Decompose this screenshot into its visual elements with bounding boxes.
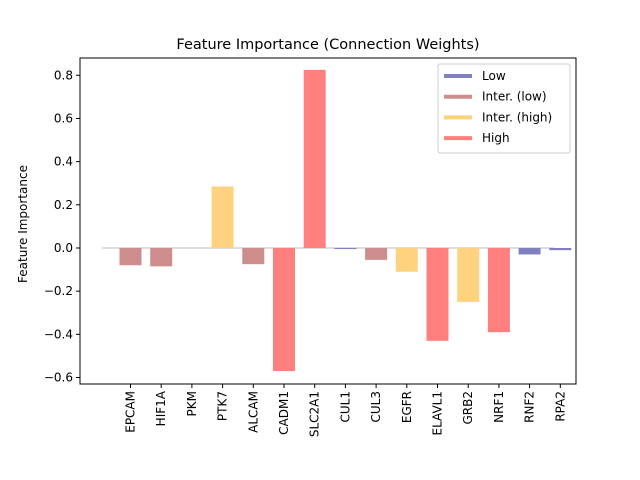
bar-egfr <box>395 247 418 272</box>
bar-rnf2 <box>518 247 541 255</box>
x-tick-label: HIF1A <box>154 390 168 426</box>
bar-grb2 <box>457 247 480 302</box>
x-tick-label: EPCAM <box>124 391 138 433</box>
bar-cadm1 <box>273 247 295 372</box>
bar-hif1a <box>150 247 173 267</box>
plot-frame <box>79 57 577 385</box>
y-tick-label: 0.4 <box>54 155 73 169</box>
x-tick-label: RPA2 <box>553 391 567 422</box>
y-tick-label: 0.8 <box>54 68 73 82</box>
x-tick-label: EGFR <box>400 391 414 423</box>
x-tick-label: PKM <box>185 391 199 416</box>
bar-rpa2 <box>549 247 572 251</box>
bar-cul1 <box>334 247 357 250</box>
x-tick-label: RNF2 <box>523 391 537 423</box>
y-axis-label: Feature Importance <box>16 165 30 283</box>
x-tick-label: CUL1 <box>338 391 352 422</box>
y-tick-label: −0.2 <box>44 284 73 298</box>
bar-epcam <box>119 247 142 266</box>
y-tick-label: −0.4 <box>44 327 73 341</box>
x-tick-label: CADM1 <box>277 391 291 435</box>
legend-label: High <box>482 131 510 145</box>
y-tick-label: 0.2 <box>54 198 73 212</box>
y-tick-label: 0.0 <box>54 241 73 255</box>
x-tick-label: ALCAM <box>246 391 260 433</box>
chart-title: Feature Importance (Connection Weights) <box>176 37 479 53</box>
y-ticks: −0.6 −0.4 −0.2 0.0 0.2 0.4 0.6 0.8 <box>44 68 80 385</box>
bar-nrf1 <box>487 247 510 333</box>
y-tick-label: 0.6 <box>54 111 73 125</box>
legend-box <box>437 63 571 154</box>
bar-ptk7 <box>211 186 234 248</box>
bar-elavl1 <box>426 247 449 341</box>
legend: Low Inter. (low) Inter. (high) High <box>437 63 571 154</box>
bars <box>119 69 572 372</box>
legend-label: Inter. (low) <box>482 90 547 104</box>
x-tick-label: ELAVL1 <box>431 391 445 436</box>
x-tick-label: CUL3 <box>369 391 383 422</box>
bar-alcam <box>242 247 265 265</box>
axes <box>79 57 577 385</box>
legend-label: Low <box>482 69 506 83</box>
bar-slc2a1 <box>303 69 326 248</box>
y-tick-label: −0.6 <box>44 371 73 385</box>
x-ticks: EPCAM HIF1A PKM PTK7 ALCAM CADM1 SLC2A1 CUL1 CUL… <box>124 384 567 437</box>
bar-cul3 <box>365 247 388 260</box>
x-tick-label: NRF1 <box>492 391 506 423</box>
legend-label: Inter. (high) <box>482 110 552 124</box>
x-tick-label: SLC2A1 <box>308 391 322 437</box>
x-tick-label: GRB2 <box>461 391 475 425</box>
x-tick-label: PTK7 <box>216 391 230 421</box>
